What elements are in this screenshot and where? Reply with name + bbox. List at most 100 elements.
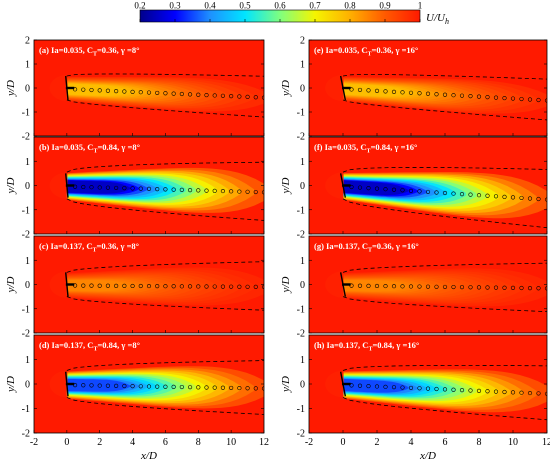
y-tick-label: 1 <box>25 355 30 366</box>
wake-center-marker <box>130 283 135 289</box>
wake-center-marker <box>245 94 250 99</box>
contour-panel: (a) Ia=0.035, CT=0.36, γ =8° <box>33 39 265 137</box>
wake-center-marker <box>374 88 380 93</box>
wake-center-marker <box>400 385 405 390</box>
y-tick-label: 0 <box>300 84 305 95</box>
contour-panel: (c) Ia=0.137, CT=0.36, γ =8° <box>33 235 265 334</box>
wake-center-marker <box>163 187 168 192</box>
y-tick-label: -2 <box>297 230 305 241</box>
wake-center-marker <box>442 284 448 290</box>
wake-center-marker <box>510 285 516 290</box>
wake-center-marker <box>459 285 465 290</box>
wake-center-marker <box>171 284 176 289</box>
wake-center-marker <box>383 187 388 192</box>
wake-center-marker <box>220 385 226 390</box>
wake-center-marker <box>366 186 371 191</box>
wake-center-marker <box>130 186 135 191</box>
turbine-nacelle <box>342 283 351 286</box>
wake-center-marker <box>502 194 507 199</box>
y-axis-label: y/D <box>280 178 292 195</box>
wake-center-marker <box>229 284 234 289</box>
y-tick-label: 0 <box>25 84 30 95</box>
colorbar-tick-label: 0.6 <box>274 1 286 11</box>
wake-region <box>325 167 547 229</box>
wake-center-marker <box>502 389 507 395</box>
wake-center-marker <box>97 383 102 388</box>
x-axis-label: x/D <box>419 450 436 462</box>
wake-center-marker <box>179 384 184 390</box>
wake-center-marker <box>459 192 465 197</box>
wake-center-marker <box>536 286 541 291</box>
wake-contour-level <box>66 83 131 96</box>
y-tick-label: -1 <box>297 205 305 216</box>
wake-center-marker <box>122 283 127 288</box>
wake-center-marker <box>155 187 160 192</box>
wake-boundary-upper <box>66 161 264 173</box>
wake-region <box>49 73 264 118</box>
wake-center-marker <box>349 383 354 388</box>
contour-panel: (b) Ia=0.035, CT=0.84, γ =8° <box>33 136 265 235</box>
wake-center-marker <box>544 197 547 202</box>
wake-center-marker <box>366 283 371 288</box>
wake-center-marker <box>81 87 86 92</box>
wake-boundary-lower <box>66 99 264 118</box>
wake-center-marker <box>212 188 217 193</box>
y-tick-label: 1 <box>300 256 305 267</box>
wake-center-marker <box>536 196 541 202</box>
wake-center-marker <box>196 188 201 193</box>
colorbar: 0.2 0.3 0.4 0.5 0.6 0.7 0.8 0.9 1U/Uh <box>134 1 449 27</box>
wake-boundary-lower <box>342 198 547 229</box>
wake-center-marker <box>81 184 86 190</box>
wake-center-marker <box>220 284 226 289</box>
y-axis-label: y/D <box>5 277 17 294</box>
wake-center-marker <box>89 185 94 190</box>
panel-label: (b) Ia=0.035, CT=0.84, γ =8° <box>39 142 140 155</box>
x-tick-label: 4 <box>130 437 135 448</box>
turbine-nacelle <box>65 382 75 386</box>
wake-center-marker <box>493 95 499 100</box>
wake-center-marker <box>89 87 94 93</box>
wake-center-marker <box>536 391 541 396</box>
wake-center-marker <box>468 94 473 99</box>
wake-center-marker <box>417 189 422 194</box>
wake-center-marker <box>493 194 499 199</box>
wake-center-marker <box>544 98 547 103</box>
wake-center-marker <box>187 92 193 97</box>
wake-center-marker <box>229 385 234 391</box>
wake-center-marker <box>400 90 405 95</box>
wake-center-marker <box>81 283 86 288</box>
wake-center-marker <box>229 94 234 99</box>
wake-contour-level <box>66 378 131 392</box>
wake-center-marker <box>468 285 473 290</box>
x-tick-label: -2 <box>305 437 313 448</box>
wake-center-marker <box>383 89 388 94</box>
wake-center-marker <box>245 284 250 289</box>
contour-panel: (f) Ia=0.035, CT=0.84, γ =16° <box>308 136 548 235</box>
wake-center-marker <box>408 90 414 95</box>
wake-center-marker <box>374 384 380 389</box>
wake-boundary-upper <box>66 261 264 273</box>
wake-center-marker <box>204 188 209 193</box>
x-tick-label: 10 <box>508 437 518 448</box>
wake-contour-level <box>343 280 409 292</box>
wake-contour-level <box>66 280 131 292</box>
wake-center-marker <box>253 189 258 195</box>
wake-boundary-upper <box>342 364 547 371</box>
x-tick-label: -2 <box>30 437 38 448</box>
wake-contour-level <box>343 180 409 196</box>
wake-center-marker <box>204 284 209 289</box>
wake-center-marker <box>138 283 143 289</box>
wake-boundary-lower <box>342 296 547 313</box>
wake-region <box>325 74 547 121</box>
wake-center-marker <box>434 190 439 195</box>
wake-center-marker <box>485 285 490 290</box>
wake-center-marker <box>417 91 422 96</box>
wake-boundary-lower <box>66 397 264 415</box>
wake-center-marker <box>146 186 152 191</box>
wake-center-marker <box>476 193 482 198</box>
panel-label: (g) Ia=0.137, CT=0.36, γ =16° <box>314 241 419 254</box>
wake-center-marker <box>146 384 152 389</box>
x-tick-label: 6 <box>443 437 448 448</box>
y-tick-label: -1 <box>297 108 305 119</box>
wake-center-marker <box>442 387 448 392</box>
